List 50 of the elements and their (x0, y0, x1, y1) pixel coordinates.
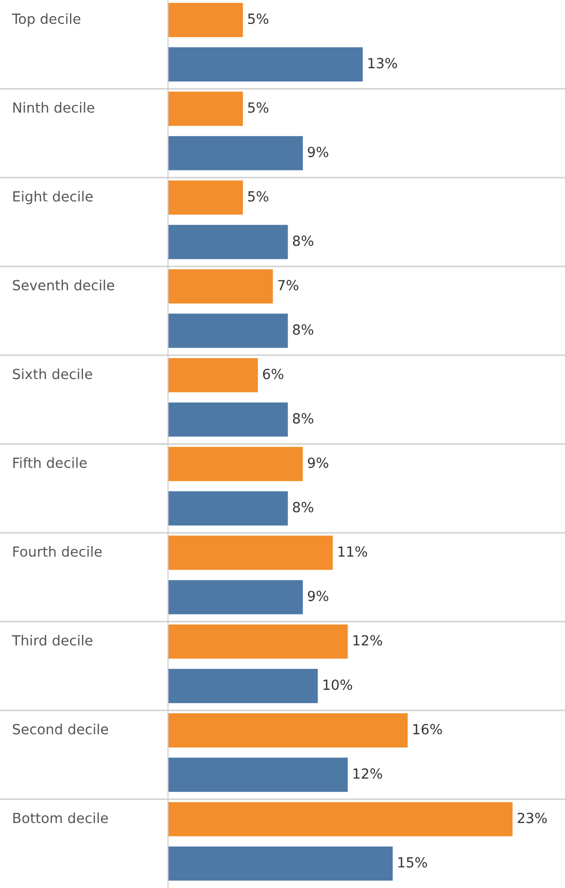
data-label: 12% (353, 635, 382, 646)
bar (168, 491, 288, 526)
bar (168, 2, 243, 38)
y-tick-label: Bottom decile (13, 812, 108, 824)
y-tick-label: Seventh decile (12, 280, 114, 290)
y-tick-label: Fourth decile (13, 546, 102, 557)
bar (168, 624, 348, 659)
bar (168, 758, 348, 792)
data-label: 10% (324, 680, 352, 690)
data-label: 13% (368, 58, 398, 68)
bar (168, 358, 258, 392)
bar (168, 580, 303, 614)
y-tick-label: Third decile (12, 634, 92, 646)
bar (168, 802, 513, 836)
data-label: 8% (292, 236, 314, 246)
data-label: 5% (248, 14, 268, 24)
bar (168, 92, 243, 126)
y-tick-label: Top decile (12, 13, 80, 27)
data-label: 5% (248, 191, 268, 202)
bar (168, 446, 303, 482)
data-label: 9% (308, 590, 328, 602)
y-tick-label: Ninth decile (13, 102, 94, 113)
data-label: 8% (292, 502, 314, 512)
bar (168, 47, 363, 82)
bar (168, 269, 273, 304)
data-label: 9% (308, 146, 328, 158)
bar (168, 314, 288, 348)
bar (168, 180, 243, 215)
data-label: 11% (338, 546, 368, 557)
bar (168, 846, 393, 881)
bar (168, 668, 318, 704)
data-label: 12% (353, 768, 382, 779)
y-tick-label: Second decile (12, 724, 108, 734)
bar (168, 713, 408, 748)
data-label: 7% (278, 280, 298, 290)
bar (168, 402, 288, 437)
bar (168, 224, 288, 260)
data-label: 6% (263, 368, 284, 380)
y-tick-label: Fifth decile (13, 457, 87, 468)
data-label: 5% (248, 102, 268, 113)
y-tick-label: Sixth decile (12, 368, 92, 380)
data-label: 9% (308, 458, 328, 468)
data-label: 16% (413, 724, 442, 734)
data-label: 23% (518, 812, 547, 824)
y-tick-label: Eight decile (13, 190, 93, 204)
data-label: 8% (292, 413, 314, 424)
bar (168, 136, 303, 170)
data-label: 15% (398, 857, 427, 868)
data-label: 8% (292, 324, 314, 335)
bar (168, 536, 333, 570)
